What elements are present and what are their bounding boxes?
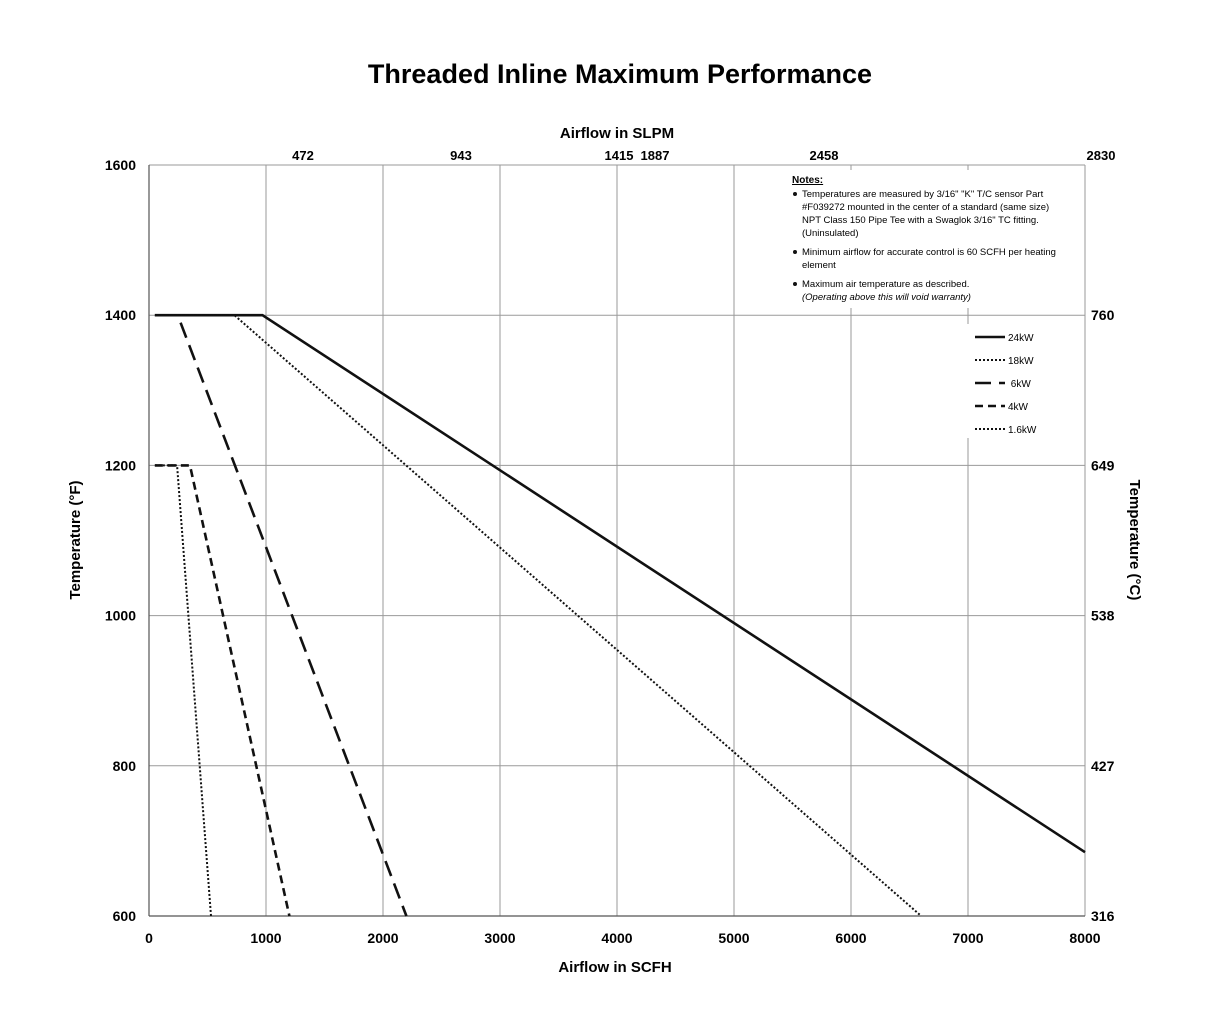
right-tick-label: 649: [1091, 457, 1115, 473]
right-tick-label: 760: [1091, 307, 1115, 323]
x-tick-label: 4000: [601, 930, 632, 946]
x-tick-label: 5000: [718, 930, 749, 946]
note-line: Temperatures are measured by 3/16" "K" T…: [802, 189, 1044, 200]
top-tick-label: 943: [450, 148, 472, 163]
right-tick-label: 316: [1091, 908, 1115, 924]
y-tick-label: 600: [113, 908, 137, 924]
x-tick-label: 0: [145, 930, 153, 946]
top-tick-label: 1887: [641, 148, 670, 163]
note-bullet: [793, 282, 797, 286]
top-tick-label: 2830: [1087, 148, 1116, 163]
top-tick-label: 1415: [605, 148, 634, 163]
notes: Notes: Temperatures are measured by 3/16"…: [792, 175, 1056, 303]
legend: 24kW 18kW 6kW 4kW 1.6kW: [975, 333, 1037, 436]
note-line: #F039272 mounted in the center of a stan…: [802, 202, 1049, 213]
x-axis-title: Airflow in SCFH: [558, 959, 671, 976]
notes-heading: Notes:: [792, 175, 823, 186]
axis-ticks: 0 1000 2000 3000 4000 5000 6000 7000 8000 600 800 1…: [105, 148, 1116, 946]
note-bullet: [793, 250, 797, 254]
note-line: element: [802, 260, 836, 271]
legend-label: 24kW: [1008, 333, 1034, 344]
legend-label: 6kW: [1008, 379, 1031, 390]
right-tick-label: 538: [1091, 608, 1115, 624]
x-tick-label: 2000: [367, 930, 398, 946]
y-tick-label: 1000: [105, 608, 136, 624]
legend-label: 4kW: [1008, 402, 1029, 413]
chart-title: Threaded Inline Maximum Performance: [368, 59, 872, 89]
legend-box: [966, 324, 1042, 438]
x-tick-label: 1000: [250, 930, 281, 946]
top-axis-title: Airflow in SLPM: [560, 125, 674, 142]
series-line-4kw: [154, 464, 291, 917]
note-line: NPT Class 150 Pipe Tee with a Swaglok 3/…: [802, 215, 1039, 226]
legend-label: 18kW: [1008, 356, 1034, 367]
series-line-6kw: [179, 322, 408, 917]
note-line: Maximum air temperature as described.: [802, 279, 969, 290]
notes-box: [782, 170, 1082, 308]
top-tick-label: 472: [292, 148, 314, 163]
y-tick-label: 1400: [105, 307, 136, 323]
y-tick-label: 1600: [105, 157, 136, 173]
y-axis-title: Temperature (°F): [67, 480, 84, 599]
series-line-1-6kw: [154, 464, 213, 917]
grid: [148, 164, 1086, 917]
x-tick-label: 7000: [952, 930, 983, 946]
right-tick-label: 427: [1091, 758, 1115, 774]
top-tick-label: 2458: [810, 148, 839, 163]
right-axis-title: Temperature (°C): [1126, 480, 1143, 601]
note-line: (Operating above this will void warranty…: [802, 292, 971, 303]
note-line: (Uninsulated): [802, 228, 859, 239]
note-line: Minimum airflow for accurate control is …: [802, 247, 1056, 258]
y-tick-label: 1200: [105, 457, 136, 473]
x-tick-label: 6000: [835, 930, 866, 946]
x-tick-label: 3000: [484, 930, 515, 946]
series-line-24kw: [154, 313, 1086, 854]
note-bullet: [793, 192, 797, 196]
series-lines: [154, 313, 1086, 917]
x-tick-label: 8000: [1069, 930, 1100, 946]
legend-label: 1.6kW: [1008, 425, 1037, 436]
y-tick-label: 800: [113, 758, 137, 774]
